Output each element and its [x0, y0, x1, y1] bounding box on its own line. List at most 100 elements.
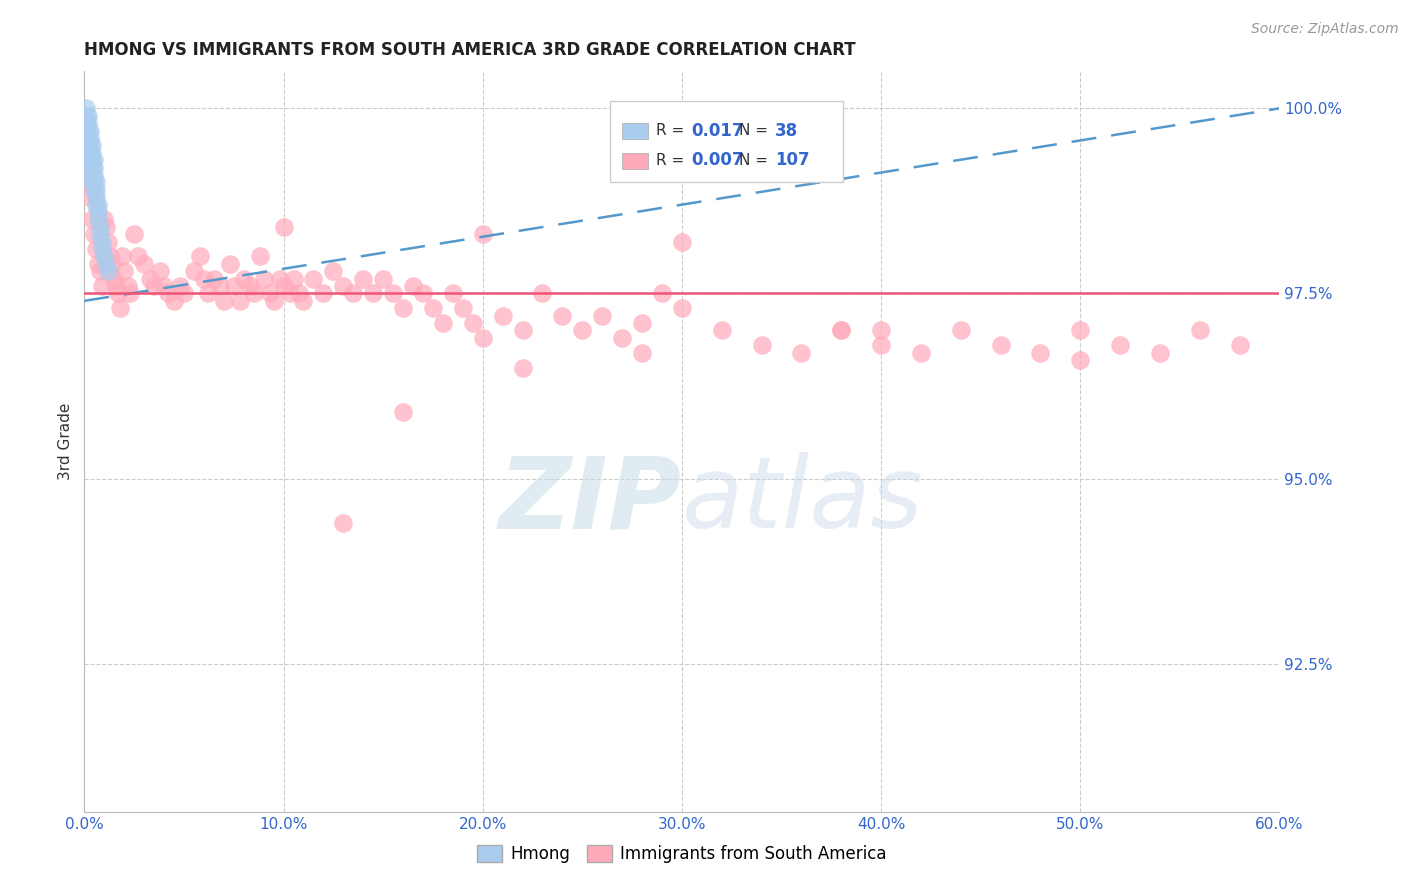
Point — [117, 279, 139, 293]
Point — [870, 323, 893, 337]
Point — [283, 271, 305, 285]
Point — [242, 286, 264, 301]
Legend: Hmong, Immigrants from South America: Hmong, Immigrants from South America — [471, 838, 893, 870]
Bar — [623, 153, 648, 169]
Point — [97, 264, 120, 278]
Point — [111, 249, 134, 263]
Point — [112, 264, 135, 278]
Point — [263, 293, 285, 308]
Point — [82, 212, 104, 227]
Point — [949, 323, 972, 337]
Point — [412, 286, 434, 301]
Point — [1029, 345, 1052, 359]
Point — [202, 271, 225, 285]
Point — [110, 301, 132, 316]
Point — [990, 338, 1012, 352]
Point — [79, 138, 101, 153]
Point — [830, 323, 852, 337]
Text: 107: 107 — [775, 152, 810, 169]
Point — [79, 153, 101, 168]
Bar — [610, 101, 844, 183]
Point — [382, 286, 405, 301]
Point — [105, 279, 128, 293]
Point — [188, 249, 211, 263]
Point — [422, 301, 444, 316]
Point — [612, 331, 634, 345]
Text: Source: ZipAtlas.com: Source: ZipAtlas.com — [1251, 22, 1399, 37]
Point — [83, 168, 105, 182]
Point — [218, 257, 240, 271]
Point — [75, 116, 97, 130]
Point — [1109, 338, 1132, 352]
Point — [86, 197, 108, 211]
Text: N =: N = — [740, 153, 773, 168]
Point — [91, 279, 114, 293]
Point — [89, 219, 111, 234]
Point — [101, 257, 124, 271]
Point — [212, 293, 235, 308]
Point — [471, 331, 494, 345]
Point — [292, 293, 315, 308]
Point — [671, 235, 693, 249]
Point — [87, 212, 110, 227]
Point — [91, 235, 114, 249]
Point — [239, 279, 262, 293]
Point — [79, 131, 101, 145]
Point — [103, 271, 125, 285]
Point — [132, 257, 156, 271]
Point — [83, 153, 105, 168]
Point — [157, 286, 180, 301]
Point — [83, 161, 105, 175]
Point — [86, 175, 108, 189]
Point — [1149, 345, 1171, 359]
Point — [75, 175, 97, 189]
Point — [91, 242, 114, 256]
Text: 0.007: 0.007 — [692, 152, 744, 169]
Point — [710, 323, 733, 337]
Point — [232, 271, 254, 285]
Point — [288, 286, 311, 301]
Point — [870, 338, 893, 352]
Point — [551, 309, 574, 323]
Point — [149, 264, 172, 278]
Point — [461, 316, 484, 330]
Point — [197, 286, 219, 301]
Point — [82, 175, 104, 189]
Point — [312, 286, 335, 301]
Point — [302, 271, 325, 285]
Point — [208, 279, 231, 293]
Point — [97, 235, 120, 249]
Point — [77, 131, 100, 145]
Point — [83, 175, 105, 189]
Point — [77, 123, 100, 137]
Text: 0.017: 0.017 — [692, 121, 744, 139]
Point — [259, 286, 281, 301]
Point — [631, 345, 654, 359]
Point — [89, 227, 111, 242]
Point — [253, 271, 276, 285]
Point — [75, 109, 97, 123]
Point — [332, 516, 354, 530]
Point — [120, 286, 142, 301]
Point — [143, 279, 166, 293]
Text: ZIP: ZIP — [499, 452, 682, 549]
Point — [89, 264, 111, 278]
Point — [79, 123, 101, 137]
Point — [249, 249, 271, 263]
Point — [87, 257, 110, 271]
Y-axis label: 3rd Grade: 3rd Grade — [58, 403, 73, 480]
Point — [392, 301, 415, 316]
Point — [512, 323, 534, 337]
Point — [77, 138, 100, 153]
Point — [273, 219, 295, 234]
Point — [571, 323, 593, 337]
Point — [830, 323, 852, 337]
Point — [441, 286, 464, 301]
Point — [1069, 353, 1091, 368]
Point — [1069, 323, 1091, 337]
Point — [87, 205, 110, 219]
Point — [83, 227, 105, 242]
Point — [531, 286, 554, 301]
Point — [352, 271, 374, 285]
Point — [278, 286, 301, 301]
